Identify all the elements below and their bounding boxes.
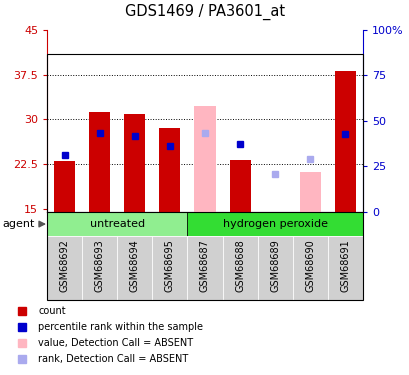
Bar: [159, 128, 180, 212]
Text: GSM68692: GSM68692: [60, 240, 70, 292]
Text: agent: agent: [2, 219, 34, 229]
Text: GDS1469 / PA3601_at: GDS1469 / PA3601_at: [125, 4, 284, 20]
Text: percentile rank within the sample: percentile rank within the sample: [38, 322, 203, 332]
Bar: [334, 71, 355, 212]
FancyBboxPatch shape: [257, 236, 292, 300]
FancyBboxPatch shape: [47, 236, 82, 300]
FancyBboxPatch shape: [117, 236, 152, 300]
Text: rank, Detection Call = ABSENT: rank, Detection Call = ABSENT: [38, 354, 188, 364]
Text: untreated: untreated: [90, 219, 144, 229]
Text: value, Detection Call = ABSENT: value, Detection Call = ABSENT: [38, 338, 193, 348]
Text: hydrogen peroxide: hydrogen peroxide: [222, 219, 327, 229]
Text: GSM68689: GSM68689: [270, 240, 279, 292]
Bar: [229, 160, 250, 212]
Text: GSM68695: GSM68695: [164, 240, 175, 292]
Text: count: count: [38, 306, 66, 316]
FancyBboxPatch shape: [292, 236, 327, 300]
Text: GSM68690: GSM68690: [304, 240, 315, 292]
FancyBboxPatch shape: [187, 236, 222, 300]
Text: GSM68693: GSM68693: [94, 240, 105, 292]
Text: GSM68694: GSM68694: [130, 240, 139, 292]
FancyBboxPatch shape: [152, 236, 187, 300]
FancyBboxPatch shape: [327, 236, 362, 300]
Bar: [47, 212, 187, 236]
Bar: [299, 172, 320, 212]
Text: GSM68688: GSM68688: [234, 240, 245, 292]
Text: GSM68691: GSM68691: [339, 240, 349, 292]
Bar: [187, 212, 362, 236]
Bar: [124, 114, 145, 212]
FancyBboxPatch shape: [82, 236, 117, 300]
Bar: [54, 161, 75, 212]
Text: GSM68687: GSM68687: [200, 240, 209, 292]
FancyBboxPatch shape: [222, 236, 257, 300]
Bar: [194, 106, 215, 212]
Bar: [89, 112, 110, 212]
